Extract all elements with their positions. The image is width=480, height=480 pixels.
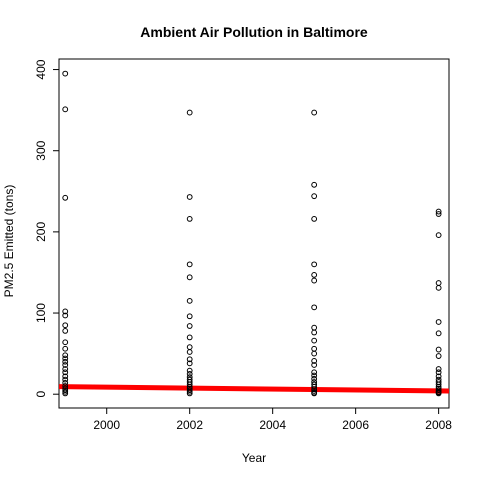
data-point	[311, 375, 318, 382]
data-point	[62, 358, 69, 365]
data-point	[62, 70, 69, 77]
data-point	[435, 319, 442, 325]
data-point	[186, 297, 193, 304]
data-point	[186, 390, 193, 397]
data-point	[311, 304, 318, 311]
data-point	[62, 339, 69, 346]
data-point	[311, 337, 318, 344]
y-tick-label: 0	[34, 391, 48, 398]
data-point	[311, 109, 318, 116]
data-point	[62, 312, 69, 319]
data-point	[186, 367, 193, 374]
y-tick-label: 100	[34, 303, 48, 323]
y-axis-label: PM2.5 Emitted (tons)	[2, 185, 16, 298]
plot-frame	[58, 58, 450, 409]
x-tick-label: 2000	[93, 418, 120, 432]
data-point	[435, 353, 442, 359]
data-point	[62, 376, 69, 383]
data-point	[435, 381, 442, 388]
data-point	[311, 271, 318, 278]
data-point	[62, 194, 69, 201]
data-point	[62, 308, 69, 315]
data-point	[62, 352, 69, 359]
data-point	[435, 373, 442, 380]
data-point	[62, 369, 69, 376]
data-point	[311, 181, 318, 188]
data-point	[311, 362, 318, 368]
data-point	[311, 215, 318, 222]
data-point	[435, 232, 442, 239]
y-tick-label: 300	[34, 140, 48, 160]
data-point	[435, 369, 442, 376]
data-point	[311, 358, 318, 364]
x-tick-label: 2004	[259, 418, 286, 432]
data-point	[435, 211, 442, 217]
data-points	[62, 70, 442, 397]
chart-title: Ambient Air Pollution in Baltimore	[140, 24, 368, 40]
data-point	[62, 106, 69, 113]
x-axis: 2000 2002 2004 2006 2008	[93, 408, 452, 432]
data-point	[186, 381, 193, 388]
data-point	[311, 372, 318, 379]
data-point	[435, 366, 442, 372]
data-point	[435, 346, 442, 353]
data-point	[186, 313, 193, 320]
y-tick-label: 200	[34, 222, 48, 242]
data-point	[311, 369, 318, 376]
data-point	[186, 356, 193, 363]
data-point	[186, 194, 193, 200]
x-tick-label: 2006	[342, 418, 369, 432]
data-point	[435, 390, 442, 397]
data-point	[62, 383, 69, 389]
data-point	[435, 330, 442, 337]
data-point	[186, 215, 193, 222]
data-point	[62, 390, 69, 397]
data-point	[186, 334, 193, 341]
data-point	[186, 349, 193, 355]
x-tick-label: 2002	[176, 418, 203, 432]
data-point	[62, 322, 69, 329]
data-point	[186, 323, 193, 329]
data-point	[186, 274, 193, 281]
data-point	[62, 379, 69, 386]
data-point	[186, 360, 193, 367]
data-point	[311, 261, 318, 268]
data-point	[186, 261, 193, 268]
data-point	[435, 284, 442, 291]
data-point	[311, 193, 318, 200]
data-point	[435, 208, 442, 215]
data-point	[62, 345, 69, 352]
data-point	[62, 373, 69, 380]
data-point	[311, 350, 318, 357]
data-point	[311, 329, 318, 336]
data-point	[62, 366, 69, 372]
data-point	[186, 109, 193, 116]
data-point	[62, 327, 69, 334]
data-point	[311, 277, 318, 284]
x-axis-label: Year	[242, 451, 266, 465]
data-point	[311, 383, 318, 390]
y-tick-label: 400	[34, 59, 48, 79]
y-axis: 0 100 200 300 400	[34, 59, 59, 398]
data-point	[186, 371, 193, 377]
data-point	[62, 362, 69, 368]
x-tick-label: 2008	[425, 418, 452, 432]
data-point	[311, 390, 318, 397]
data-point	[62, 355, 69, 362]
trend-line-group	[58, 384, 450, 394]
trend-line	[58, 384, 450, 394]
